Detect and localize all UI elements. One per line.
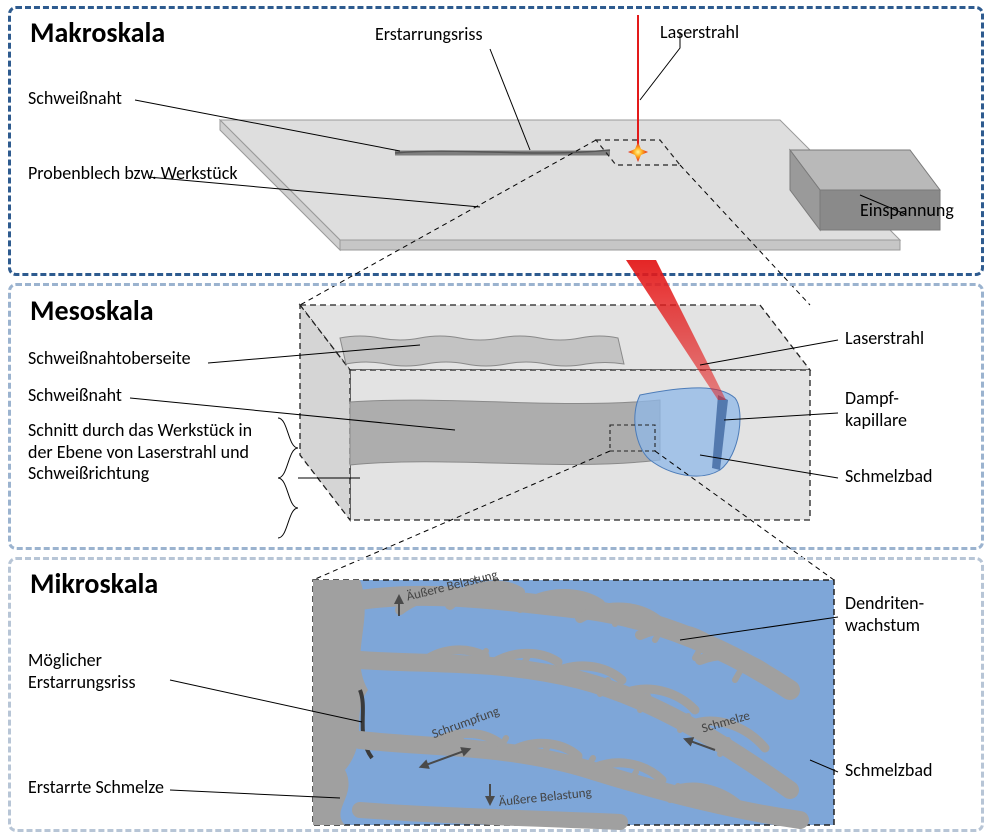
label-erstarrt: Erstarrte Schmelze bbox=[28, 777, 164, 799]
label-dendriten: Dendriten- wachstum bbox=[845, 593, 924, 636]
label-riss-mikro: Möglicher Erstarrungsriss bbox=[28, 650, 198, 693]
label-schmelzbad-mikro: Schmelzbad bbox=[845, 760, 932, 782]
